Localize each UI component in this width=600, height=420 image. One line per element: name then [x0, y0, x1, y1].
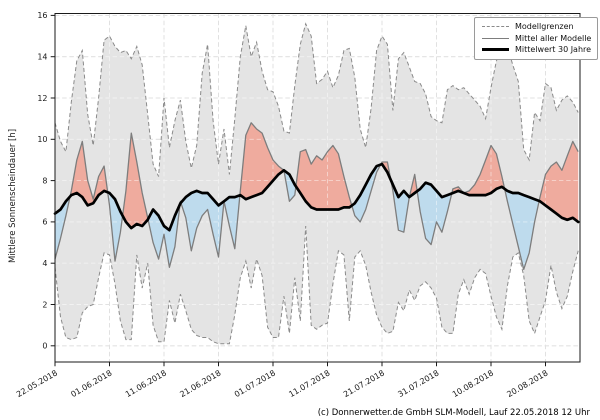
gray-line-swatch — [482, 37, 509, 39]
y-tick-label: 12 — [37, 94, 47, 103]
x-tick-label: 31.07.2018 — [396, 368, 440, 399]
axes-box — [54, 13, 581, 363]
legend: Modellgrenzen Mittel aller Modelle Mitte… — [474, 17, 598, 60]
x-tick-label: 01.07.2018 — [233, 368, 277, 399]
dashed-line-swatch — [482, 26, 509, 28]
x-tick-label: 21.07.2018 — [342, 368, 386, 399]
y-axis-label: Mittlere Sonnenscheindauer [h] — [8, 128, 18, 264]
thirty-year-mean-line — [53, 162, 580, 232]
model-mean-line — [54, 122, 579, 271]
legend-row-mittel-aller-modelle: Mittel aller Modelle — [482, 33, 592, 45]
copyright-caption: (c) Donnerwetter.de GmbH SLM-Modell, Lau… — [317, 408, 590, 418]
gridlines-over — [55, 13, 580, 362]
y-tick-label: 8 — [42, 176, 47, 185]
y-tick-label: 14 — [37, 53, 47, 62]
x-tick-label: 21.06.2018 — [178, 368, 222, 399]
model-lower-bound-line — [54, 225, 579, 345]
legend-label: Modellgrenzen — [515, 22, 574, 32]
legend-row-mittelwert-30-jahre: Mittelwert 30 Jahre — [482, 44, 592, 56]
y-tick-label: 2 — [42, 300, 47, 309]
x-tick-label: 11.06.2018 — [124, 368, 168, 399]
model-upper-bound-line — [54, 22, 579, 177]
x-tick-label: 20.08.2018 — [505, 368, 549, 399]
legend-label: Mittel aller Modelle — [515, 33, 592, 43]
x-tick-label: 22.05.2018 — [15, 368, 59, 399]
x-tick-label: 01.06.2018 — [69, 368, 113, 399]
x-tick-label: 10.08.2018 — [451, 368, 495, 399]
y-tick-label: 0 — [42, 342, 47, 351]
x-tick-label: 11.07.2018 — [287, 368, 331, 399]
above-average-fill — [70, 122, 579, 229]
y-tick-label: 4 — [42, 259, 47, 268]
y-tick-label: 16 — [37, 11, 47, 20]
legend-row-modellgrenzen: Modellgrenzen — [482, 21, 592, 33]
y-tick-label: 10 — [37, 135, 47, 144]
black-line-swatch — [482, 48, 509, 52]
y-tick-label: 6 — [42, 218, 47, 227]
legend-label: Mittelwert 30 Jahre — [515, 45, 592, 55]
